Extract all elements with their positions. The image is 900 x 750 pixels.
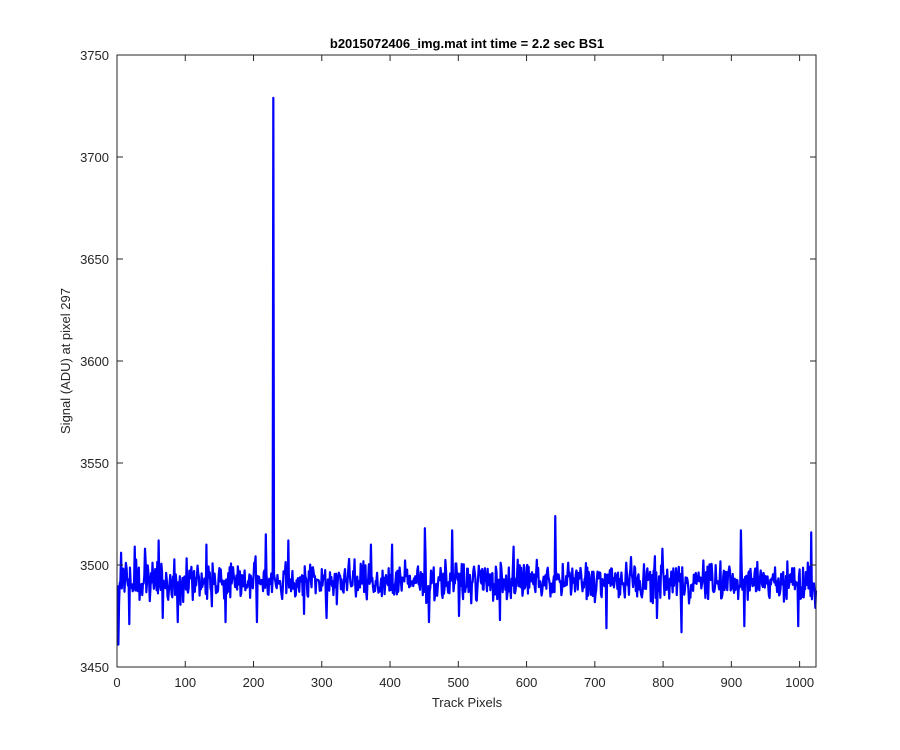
plot-area: 0 100 200 300 400 500 600 700 800 900 1000 3450 350… bbox=[80, 48, 818, 690]
x-tick-label: 700 bbox=[584, 675, 606, 690]
x-tick-label: 200 bbox=[243, 675, 265, 690]
x-tick-label: 300 bbox=[311, 675, 333, 690]
y-tick-label: 3600 bbox=[80, 354, 109, 369]
x-tick-label: 100 bbox=[174, 675, 196, 690]
x-tick-label: 0 bbox=[113, 675, 120, 690]
y-tick-label: 3550 bbox=[80, 456, 109, 471]
y-tick-label: 3450 bbox=[80, 660, 109, 675]
x-tick-label: 1000 bbox=[785, 675, 814, 690]
x-tick-label: 900 bbox=[721, 675, 743, 690]
x-axis-label: Track Pixels bbox=[432, 695, 503, 710]
x-tick-label: 600 bbox=[516, 675, 538, 690]
series-layer bbox=[116, 96, 818, 646]
axes-background bbox=[117, 55, 816, 667]
x-tick-label: 500 bbox=[447, 675, 469, 690]
x-tick-label: 400 bbox=[379, 675, 401, 690]
x-tick-label: 800 bbox=[652, 675, 674, 690]
y-tick-label: 3650 bbox=[80, 252, 109, 267]
y-axis-ticks: 3450 3500 3550 3600 3650 3700 3750 bbox=[80, 48, 816, 675]
y-tick-label: 3700 bbox=[80, 150, 109, 165]
y-axis-label: Signal (ADU) at pixel 297 bbox=[58, 288, 73, 434]
y-tick-label: 3750 bbox=[80, 48, 109, 63]
chart-title: b2015072406_img.mat int time = 2.2 sec B… bbox=[330, 36, 604, 51]
y-tick-label: 3500 bbox=[80, 558, 109, 573]
series-line bbox=[116, 96, 818, 646]
x-axis-ticks: 0 100 200 300 400 500 600 700 800 900 1000 bbox=[113, 55, 814, 690]
